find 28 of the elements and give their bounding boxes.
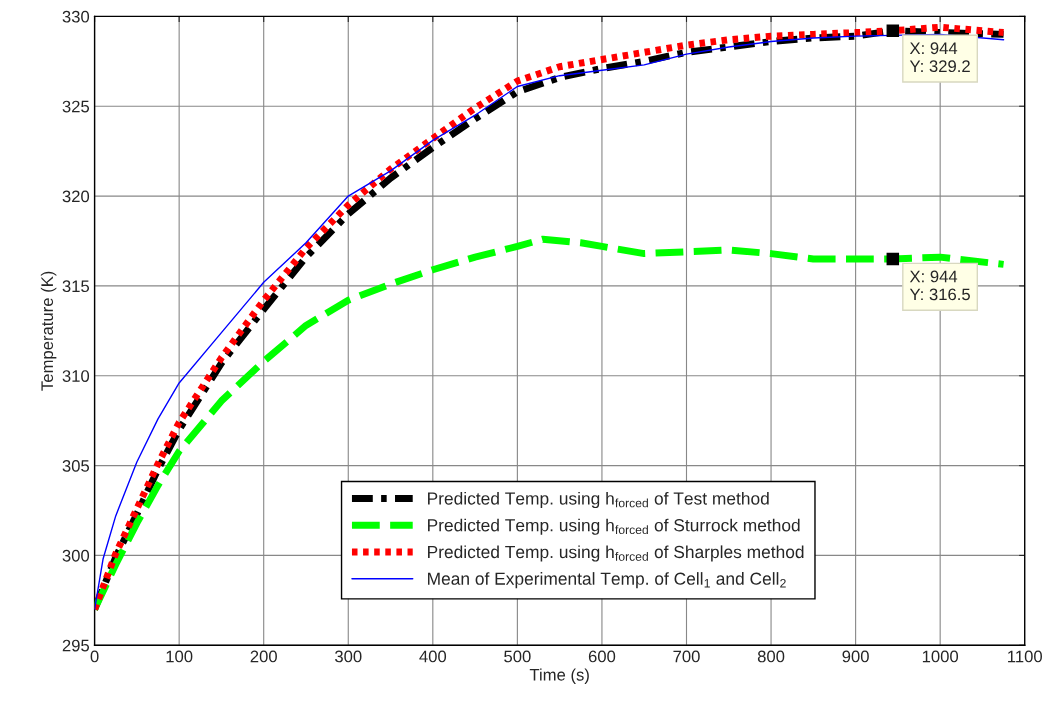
legend-label: Predicted Temp. using h$_{forced}$ of Sturrock method (428, 518, 800, 535)
x-axis-title: Time (s) (529, 668, 589, 684)
x-tick-label: 100 (166, 650, 193, 663)
x-tick-label: 400 (419, 650, 447, 663)
y-tick-label: 330 (62, 10, 90, 23)
y-tick-label: 305 (62, 459, 90, 472)
x-tick-label: 600 (588, 650, 616, 663)
y-axis-title: Temperature (K) (40, 271, 57, 391)
annotation: X: 944 Y: 316.5 (909, 270, 970, 301)
y-tick-label: 315 (62, 280, 90, 293)
x-tick-label: 200 (250, 650, 277, 663)
x-tick-label: 300 (335, 650, 362, 663)
x-tick-label: 700 (673, 650, 700, 663)
x-tick-label: 900 (842, 650, 869, 663)
legend-label: Predicted Temp. using h$_{forced}$ of Test method (428, 491, 769, 509)
x-tick-label: 1000 (922, 650, 959, 663)
y-tick-label: 300 (62, 549, 90, 562)
x-tick-label: 800 (757, 650, 785, 663)
y-tick-label: 310 (62, 370, 90, 382)
annotation: X: 944 Y: 329.2 (909, 42, 970, 73)
legend-label: Mean of Experimental Temp. of Cell$_{1}$ and Cell$_{2}$ (428, 572, 786, 589)
y-tick-label: 320 (62, 190, 90, 203)
legend-label: Predicted Temp. using h$_{forced}$ of Sharples method (428, 545, 804, 562)
y-tick-label: 325 (62, 100, 90, 113)
x-tick-label: 0 (90, 650, 99, 663)
x-tick-label: 500 (504, 650, 531, 663)
x-tick-label: 1100 (1008, 650, 1042, 663)
y-tick-label: 295 (62, 639, 90, 652)
